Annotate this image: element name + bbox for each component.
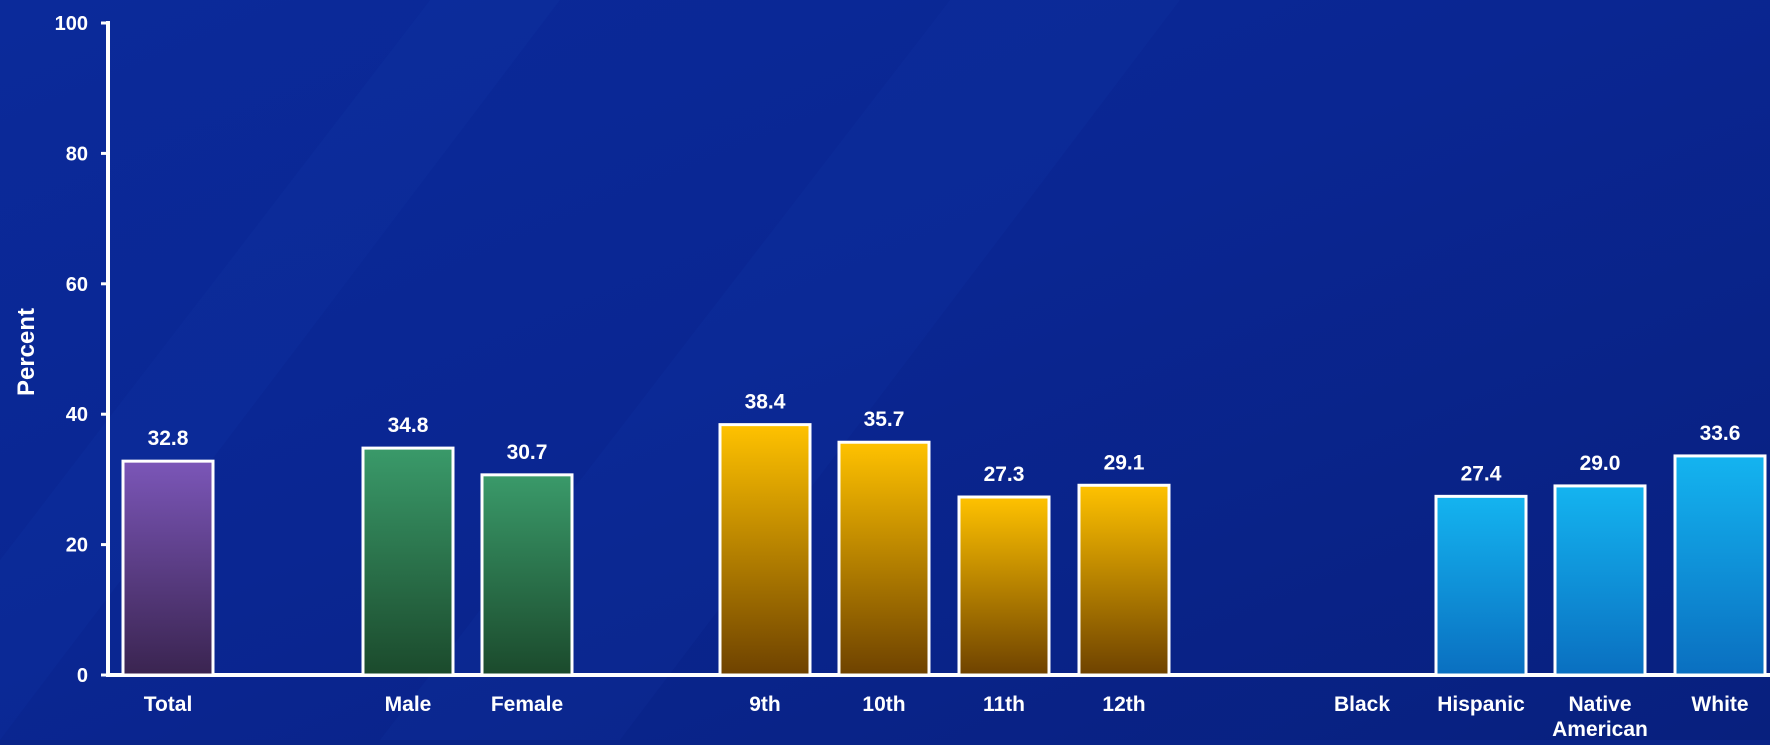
y-tick-label: 60 [66, 274, 88, 296]
bar [121, 459, 215, 677]
x-tick-label: 9th [749, 693, 781, 716]
x-tick-label: White [1691, 693, 1748, 716]
data-label: 34.8 [388, 414, 429, 437]
y-axis-title: Percent [13, 308, 40, 396]
data-label: 35.7 [864, 408, 905, 431]
bar [837, 440, 931, 677]
x-tick-label: Hispanic [1437, 693, 1525, 716]
data-label: 30.7 [507, 441, 548, 464]
background-light-streak [380, 0, 1180, 740]
bar [957, 495, 1051, 677]
y-tick-label: 80 [66, 143, 88, 165]
data-label: 27.3 [984, 463, 1025, 486]
data-label: 29.0 [1580, 452, 1621, 475]
y-tick-label: 0 [77, 665, 88, 687]
data-label: 33.6 [1700, 422, 1741, 445]
x-tick-label: Male [385, 693, 432, 716]
data-label: 29.1 [1104, 451, 1145, 474]
x-tick-label: Black [1334, 693, 1390, 716]
bar [361, 446, 455, 677]
bar [1673, 454, 1767, 677]
bar [718, 423, 812, 677]
bar [480, 473, 574, 677]
data-label: 38.4 [745, 391, 786, 414]
bar [1077, 483, 1171, 677]
y-tick-label: 20 [66, 535, 88, 557]
x-tick-label: Female [491, 693, 563, 716]
x-tick-label: Total [144, 693, 193, 716]
data-label: 27.4 [1461, 462, 1502, 485]
x-tick-label: 10th [862, 693, 905, 716]
y-tick-label: 100 [55, 13, 88, 35]
x-tick-label: 12th [1102, 693, 1145, 716]
x-tick-label: 11th [983, 693, 1025, 716]
data-label: 32.8 [148, 427, 189, 450]
bar [1553, 484, 1647, 677]
x-tick-label: Native American [1552, 693, 1648, 740]
y-tick-label: 40 [66, 404, 88, 426]
bar [1434, 494, 1528, 677]
